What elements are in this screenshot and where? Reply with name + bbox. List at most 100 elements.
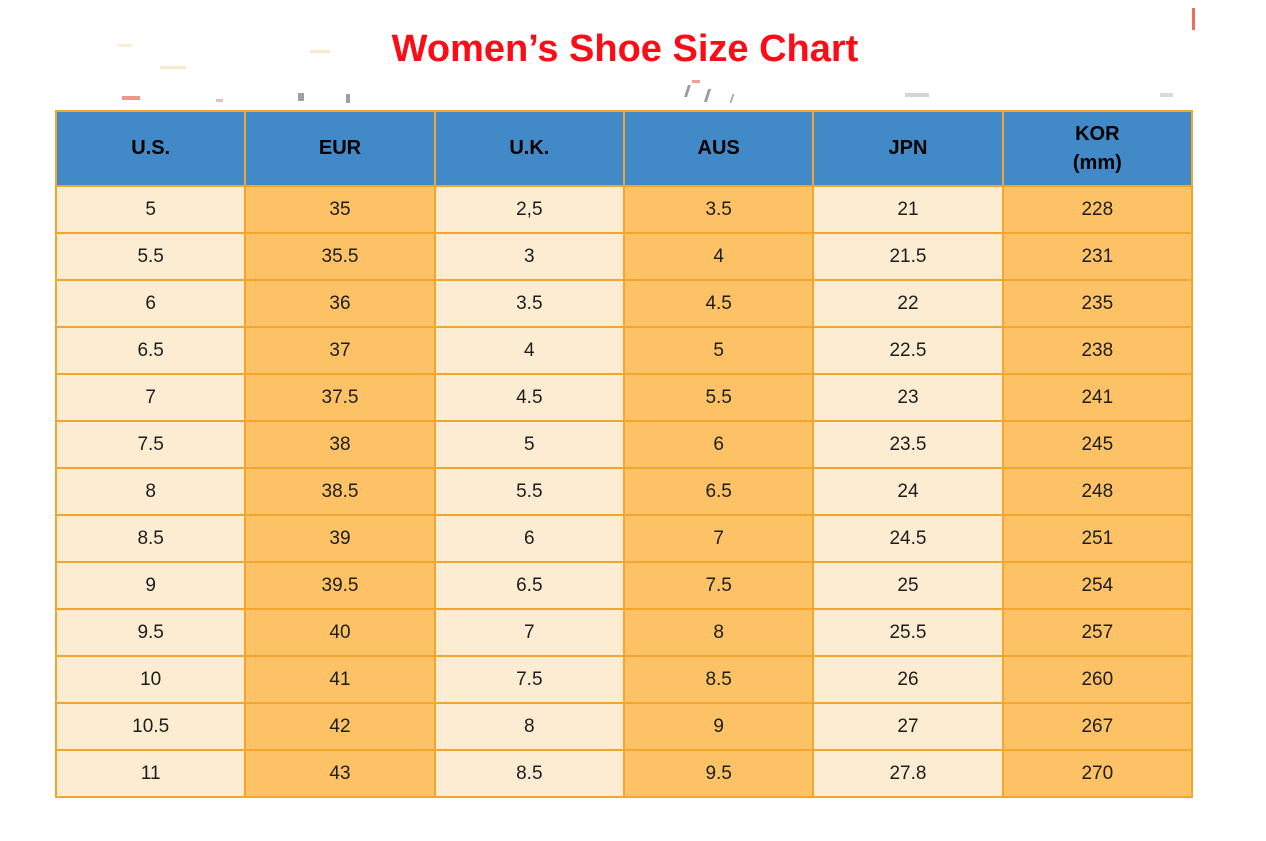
noise-artifact <box>346 94 350 103</box>
table-row: 8.5 39 6 7 24.5 251 <box>54 514 1194 563</box>
noise-artifact <box>729 94 735 103</box>
table-cell: 251 <box>1001 514 1194 563</box>
table-cell: 21.5 <box>812 232 1004 281</box>
table-cell: 8.5 <box>54 514 247 563</box>
table-cell: 10 <box>54 655 247 704</box>
column-header-uk: U.K. <box>433 110 625 187</box>
noise-artifact <box>905 93 929 97</box>
table-cell: 260 <box>1001 655 1194 704</box>
table-cell: 5.5 <box>433 467 625 516</box>
table-cell: 38.5 <box>244 467 436 516</box>
column-header-us: U.S. <box>54 110 247 187</box>
table-cell: 24.5 <box>812 514 1004 563</box>
noise-artifact <box>216 99 223 102</box>
table-cell: 6.5 <box>433 561 625 610</box>
table-row: 11 43 8.5 9.5 27.8 270 <box>54 749 1194 798</box>
table-cell: 248 <box>1001 467 1194 516</box>
table-cell: 38 <box>244 420 436 469</box>
table-cell: 21 <box>812 185 1004 234</box>
table-cell: 7 <box>433 608 625 657</box>
table-cell: 2,5 <box>433 185 625 234</box>
table-cell: 40 <box>244 608 436 657</box>
table-cell: 8 <box>433 702 625 751</box>
table-row: 6.5 37 4 5 22.5 238 <box>54 326 1194 375</box>
table-cell: 254 <box>1001 561 1194 610</box>
table-cell: 25 <box>812 561 1004 610</box>
table-cell: 8 <box>54 467 247 516</box>
table-cell: 22.5 <box>812 326 1004 375</box>
table-cell: 270 <box>1001 749 1194 798</box>
page-title: Women’s Shoe Size Chart <box>391 28 859 70</box>
noise-artifact <box>703 89 712 102</box>
table-cell: 6.5 <box>622 467 815 516</box>
table-cell: 3.5 <box>433 279 625 328</box>
table-cell: 23.5 <box>812 420 1004 469</box>
table-row: 5 35 2,5 3.5 21 228 <box>54 185 1194 234</box>
table-cell: 4.5 <box>433 373 625 422</box>
table-cell: 4 <box>622 232 815 281</box>
column-header-aus: AUS <box>622 110 815 187</box>
table-cell: 257 <box>1001 608 1194 657</box>
table-cell: 37.5 <box>244 373 436 422</box>
table-cell: 3.5 <box>622 185 815 234</box>
noise-artifact <box>122 96 140 100</box>
table-cell: 39 <box>244 514 436 563</box>
table-row: 9 39.5 6.5 7.5 25 254 <box>54 561 1194 610</box>
table-cell: 235 <box>1001 279 1194 328</box>
table-cell: 9 <box>622 702 815 751</box>
table-cell: 27.8 <box>812 749 1004 798</box>
table-cell: 5 <box>54 185 247 234</box>
table-cell: 7.5 <box>54 420 247 469</box>
table-cell: 245 <box>1001 420 1194 469</box>
table-cell: 39.5 <box>244 561 436 610</box>
column-header-jpn: JPN <box>812 110 1004 187</box>
table-cell: 9.5 <box>622 749 815 798</box>
table-cell: 267 <box>1001 702 1194 751</box>
table-cell: 7 <box>622 514 815 563</box>
noise-artifact <box>692 80 700 83</box>
table-cell: 228 <box>1001 185 1194 234</box>
table-cell: 37 <box>244 326 436 375</box>
table-row: 7.5 38 5 6 23.5 245 <box>54 420 1194 469</box>
table-cell: 27 <box>812 702 1004 751</box>
table-cell: 7 <box>54 373 247 422</box>
table-cell: 22 <box>812 279 1004 328</box>
table-cell: 8.5 <box>433 749 625 798</box>
table-cell: 238 <box>1001 326 1194 375</box>
table-cell: 6 <box>54 279 247 328</box>
table-cell: 5 <box>622 326 815 375</box>
table-row: 8 38.5 5.5 6.5 24 248 <box>54 467 1194 516</box>
table-cell: 36 <box>244 279 436 328</box>
table-cell: 9.5 <box>54 608 247 657</box>
table-cell: 8.5 <box>622 655 815 704</box>
table-cell: 6 <box>433 514 625 563</box>
noise-artifact <box>1160 93 1173 97</box>
table-cell: 8 <box>622 608 815 657</box>
noise-artifact <box>684 85 691 97</box>
noise-artifact <box>1192 8 1195 30</box>
table-row: 10.5 42 8 9 27 267 <box>54 702 1194 751</box>
table-cell: 25.5 <box>812 608 1004 657</box>
table-cell: 24 <box>812 467 1004 516</box>
table-cell: 3 <box>433 232 625 281</box>
table-cell: 10.5 <box>54 702 247 751</box>
table-cell: 5.5 <box>54 232 247 281</box>
table-cell: 4 <box>433 326 625 375</box>
table-cell: 42 <box>244 702 436 751</box>
table-cell: 7.5 <box>433 655 625 704</box>
table-cell: 23 <box>812 373 1004 422</box>
table-cell: 43 <box>244 749 436 798</box>
table-cell: 7.5 <box>622 561 815 610</box>
table-cell: 6 <box>622 420 815 469</box>
table-cell: 5.5 <box>622 373 815 422</box>
table-cell: 35.5 <box>244 232 436 281</box>
table-cell: 241 <box>1001 373 1194 422</box>
header-row: U.S. EUR U.K. AUS JPN KOR (mm) <box>54 110 1194 187</box>
table-row: 6 36 3.5 4.5 22 235 <box>54 279 1194 328</box>
table-body: 5 35 2,5 3.5 21 228 5.5 35.5 3 4 21.5 231 6 36 3.5 4.5 2… <box>54 185 1194 798</box>
table-cell: 231 <box>1001 232 1194 281</box>
column-header-eur: EUR <box>244 110 436 187</box>
column-header-kor: KOR (mm) <box>1001 110 1194 187</box>
table-row: 7 37.5 4.5 5.5 23 241 <box>54 373 1194 422</box>
